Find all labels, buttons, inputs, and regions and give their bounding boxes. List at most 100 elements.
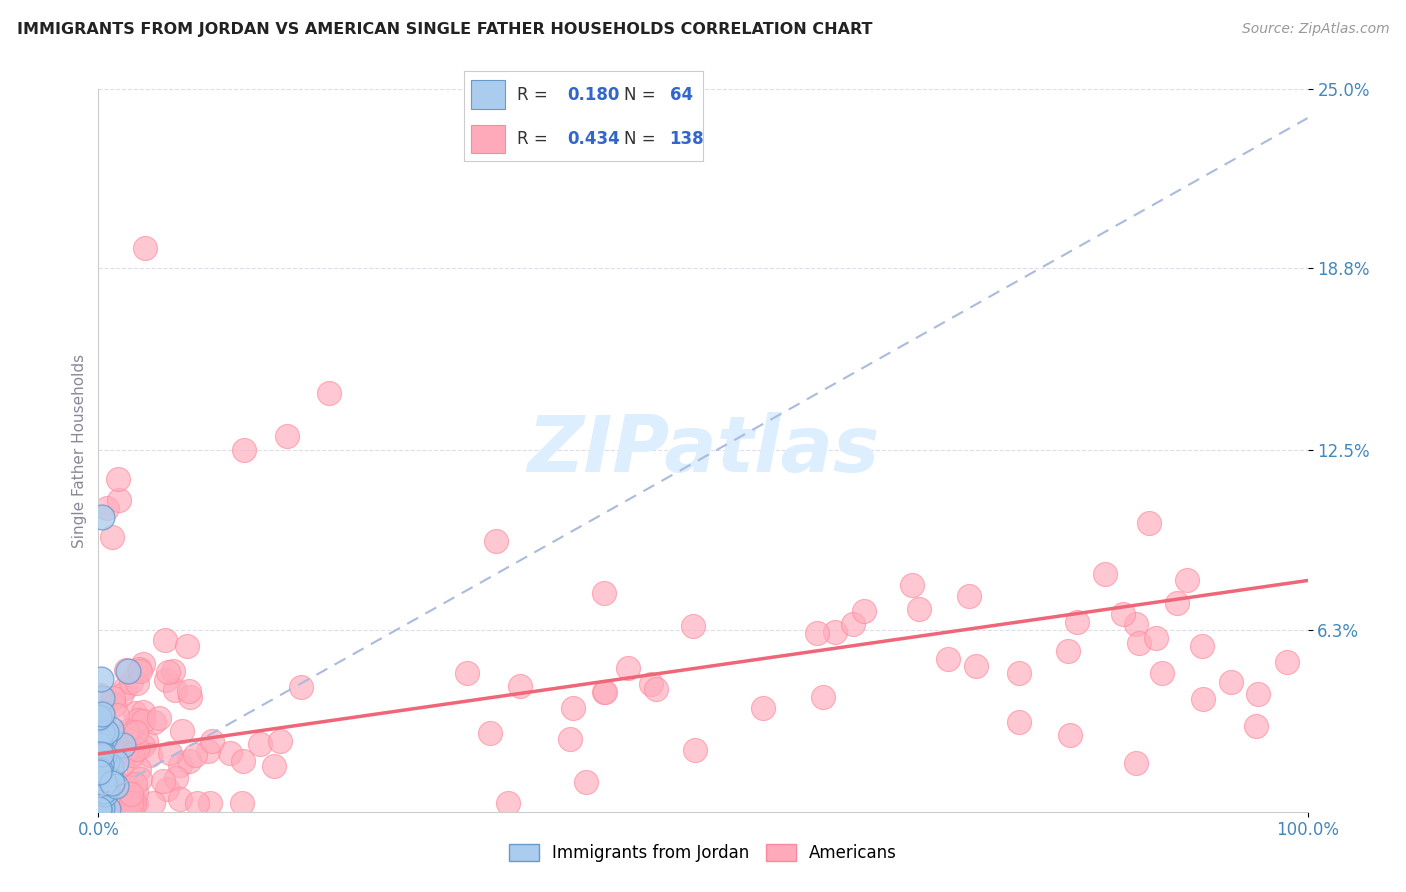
Point bbox=[640, 677, 662, 691]
Point bbox=[152, 774, 174, 789]
Point bbox=[90, 802, 112, 816]
Point bbox=[90, 772, 112, 786]
Point bbox=[165, 683, 187, 698]
Text: ZIPatlas: ZIPatlas bbox=[527, 412, 879, 489]
Point bbox=[1144, 631, 1167, 645]
Point bbox=[94, 778, 117, 792]
Text: 0.180: 0.180 bbox=[567, 86, 619, 103]
Point bbox=[110, 779, 132, 793]
Point bbox=[139, 748, 162, 763]
Point bbox=[91, 724, 114, 739]
Point bbox=[100, 796, 122, 810]
Point bbox=[169, 792, 191, 806]
Point bbox=[110, 688, 132, 702]
Point bbox=[93, 767, 115, 781]
Text: 0.434: 0.434 bbox=[567, 130, 620, 148]
Point bbox=[94, 723, 117, 738]
Point bbox=[120, 796, 142, 810]
Point bbox=[957, 589, 980, 603]
Point bbox=[1247, 688, 1270, 702]
Point bbox=[263, 759, 285, 773]
Point bbox=[1008, 666, 1031, 681]
Point bbox=[1152, 666, 1174, 681]
Point bbox=[1112, 607, 1135, 621]
Point bbox=[124, 796, 146, 810]
Point bbox=[89, 733, 111, 747]
Point bbox=[93, 748, 115, 763]
Bar bbox=[471, 80, 505, 109]
Point bbox=[120, 675, 142, 690]
Point bbox=[101, 691, 124, 706]
Point bbox=[269, 734, 291, 748]
Point bbox=[91, 759, 114, 773]
Text: IMMIGRANTS FROM JORDAN VS AMERICAN SINGLE FATHER HOUSEHOLDS CORRELATION CHART: IMMIGRANTS FROM JORDAN VS AMERICAN SINGL… bbox=[17, 22, 872, 37]
Point bbox=[484, 534, 506, 549]
Point bbox=[89, 743, 111, 757]
Point bbox=[509, 679, 531, 693]
Point bbox=[617, 661, 640, 675]
Point bbox=[89, 767, 111, 781]
Point bbox=[142, 796, 165, 810]
Point bbox=[87, 793, 110, 807]
Point bbox=[87, 710, 110, 724]
Point bbox=[90, 766, 112, 780]
Point bbox=[148, 711, 170, 725]
Point bbox=[1128, 636, 1150, 650]
Point bbox=[87, 765, 110, 780]
Text: N =: N = bbox=[624, 86, 655, 103]
Point bbox=[1191, 640, 1213, 654]
Y-axis label: Single Father Households: Single Father Households bbox=[72, 353, 87, 548]
Point bbox=[558, 732, 581, 747]
Point bbox=[128, 762, 150, 776]
Text: 64: 64 bbox=[669, 86, 693, 103]
Point bbox=[824, 624, 846, 639]
Point bbox=[96, 781, 118, 796]
Point bbox=[575, 775, 598, 789]
Point bbox=[318, 385, 340, 400]
Point bbox=[593, 586, 616, 600]
Point bbox=[110, 727, 132, 741]
Point bbox=[1192, 692, 1215, 706]
Point bbox=[159, 746, 181, 760]
Point bbox=[1057, 644, 1080, 658]
Point bbox=[127, 714, 149, 728]
Point bbox=[496, 796, 519, 810]
Point bbox=[1125, 617, 1147, 632]
Point bbox=[176, 640, 198, 654]
Point bbox=[87, 759, 110, 773]
Point bbox=[98, 796, 121, 810]
Point bbox=[1008, 714, 1031, 729]
Point bbox=[135, 734, 157, 748]
Point bbox=[197, 744, 219, 758]
Point bbox=[91, 705, 114, 719]
Point bbox=[936, 651, 959, 665]
Point bbox=[908, 602, 931, 616]
Point bbox=[87, 730, 110, 744]
Point bbox=[129, 664, 152, 678]
Point bbox=[90, 749, 112, 764]
Point bbox=[1137, 516, 1160, 530]
Point bbox=[129, 772, 152, 787]
Point bbox=[249, 737, 271, 751]
Point bbox=[177, 684, 200, 698]
Point bbox=[100, 774, 122, 789]
Point bbox=[645, 681, 668, 696]
Point bbox=[115, 745, 138, 759]
Point bbox=[456, 665, 478, 680]
Point bbox=[593, 685, 616, 699]
Point bbox=[104, 729, 127, 743]
Point bbox=[172, 724, 194, 739]
Point bbox=[965, 659, 987, 673]
Point bbox=[201, 734, 224, 748]
Point bbox=[156, 782, 179, 797]
Point bbox=[94, 725, 117, 739]
Point bbox=[121, 748, 143, 763]
Point bbox=[901, 578, 924, 592]
Point bbox=[1275, 655, 1298, 669]
Point bbox=[124, 706, 146, 720]
Point bbox=[94, 777, 117, 791]
Point bbox=[124, 777, 146, 791]
Point bbox=[852, 604, 875, 618]
Point bbox=[87, 772, 110, 787]
Point bbox=[155, 632, 177, 647]
